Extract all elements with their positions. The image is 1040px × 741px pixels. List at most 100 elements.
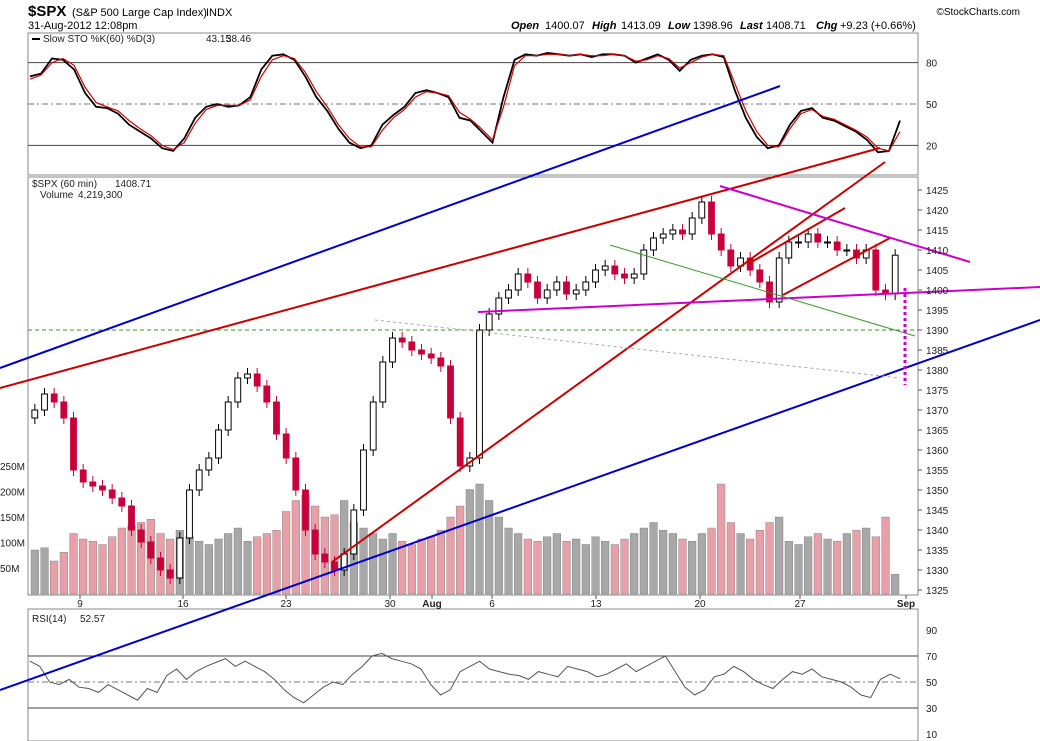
grid-lines bbox=[28, 62, 918, 709]
volume-bar bbox=[378, 538, 387, 595]
rsi-tick-label: 70 bbox=[926, 652, 938, 663]
volume-bar bbox=[185, 536, 194, 595]
candle-body bbox=[524, 273, 532, 283]
volume-bar bbox=[50, 560, 59, 595]
candle-body bbox=[79, 469, 87, 483]
volume-bar bbox=[581, 544, 590, 595]
candle-body bbox=[176, 537, 184, 579]
volume-tick-label: 50M bbox=[0, 564, 19, 575]
price-tick-label: 1420 bbox=[926, 206, 949, 217]
volume-bar bbox=[494, 516, 503, 595]
stoch-tick-label: 50 bbox=[926, 100, 938, 111]
candle-body bbox=[311, 529, 319, 555]
volume-tick-label: 200M bbox=[0, 488, 25, 499]
candle-body bbox=[563, 281, 570, 295]
volume-bar bbox=[765, 522, 774, 595]
candle-body bbox=[456, 417, 464, 467]
candle-body bbox=[785, 241, 793, 259]
volume-bar bbox=[407, 544, 416, 595]
volume-bar bbox=[340, 500, 349, 595]
candle-body bbox=[263, 385, 271, 403]
volume-bar bbox=[465, 489, 474, 595]
volume-bar bbox=[794, 544, 803, 595]
volume-bar bbox=[813, 533, 822, 595]
magenta-support-line bbox=[477, 286, 1040, 313]
rsi-tick-label: 30 bbox=[926, 704, 938, 715]
candle-body bbox=[137, 529, 145, 543]
candle-body bbox=[273, 401, 280, 435]
x-tick-label: 6 bbox=[489, 599, 495, 610]
volume-bar bbox=[852, 530, 861, 595]
gray-dashed-trendline bbox=[374, 319, 901, 379]
candle-body bbox=[253, 373, 261, 387]
x-tick-label: 20 bbox=[694, 599, 706, 610]
volume-bar bbox=[717, 483, 726, 595]
candle-body bbox=[476, 329, 483, 459]
volume-bar bbox=[775, 516, 784, 595]
stochastic-legend: Slow STO %K(60) %D(3) 43.15 38.46 bbox=[32, 34, 251, 45]
price-tick-label: 1360 bbox=[926, 446, 949, 457]
blue-channel-upper bbox=[0, 85, 781, 369]
rsi-tick-label: 10 bbox=[926, 730, 938, 741]
volume-bar bbox=[398, 541, 407, 595]
price-tick-label: 1385 bbox=[926, 346, 949, 357]
volume-bar bbox=[253, 536, 262, 595]
chg-value: +9.23 (+0.66%) bbox=[840, 20, 916, 32]
volume-value: 4,219,300 bbox=[78, 190, 123, 201]
candle-body bbox=[408, 341, 416, 351]
volume-bar bbox=[427, 536, 436, 595]
candle-body bbox=[717, 233, 725, 251]
chg-label: Chg bbox=[816, 20, 838, 32]
volume-bar bbox=[98, 544, 107, 595]
candle-body bbox=[427, 353, 435, 359]
volume-bar bbox=[282, 511, 291, 595]
stoch-tick-label: 80 bbox=[926, 59, 938, 70]
candle-body bbox=[331, 561, 338, 571]
high-value: 1413.09 bbox=[621, 20, 661, 32]
candle-body bbox=[630, 273, 638, 279]
volume-bar bbox=[485, 500, 494, 595]
price-tick-label: 1340 bbox=[926, 526, 949, 537]
volume-bar bbox=[833, 541, 842, 595]
rsi-legend: RSI(14) 52.57 bbox=[32, 614, 105, 625]
volume-bar bbox=[79, 538, 88, 595]
candle-body bbox=[534, 281, 541, 299]
candle-body bbox=[795, 241, 802, 244]
price-tick-label: 1415 bbox=[926, 226, 949, 237]
volume-bar bbox=[456, 505, 465, 595]
rsi-value: 52.57 bbox=[80, 614, 105, 625]
candle-body bbox=[302, 489, 309, 531]
candle-body bbox=[234, 377, 242, 403]
candle-body bbox=[437, 357, 445, 367]
volume-bar bbox=[446, 516, 455, 595]
volume-tick-label: 100M bbox=[0, 539, 25, 550]
volume-bar bbox=[204, 544, 213, 595]
candle-body bbox=[215, 429, 222, 459]
low-value: 1398.96 bbox=[693, 20, 733, 32]
volume-bar bbox=[726, 522, 735, 595]
stoch-d-line bbox=[29, 53, 901, 152]
quote-summary: Open 1400.07 High 1413.09 Low 1398.96 La… bbox=[511, 20, 916, 32]
volume-bar bbox=[243, 541, 252, 595]
red-trendline-short bbox=[747, 207, 846, 265]
volume-bar bbox=[514, 533, 523, 595]
trend-lines bbox=[0, 85, 1040, 691]
volume-bar bbox=[388, 533, 397, 595]
volume-bar bbox=[30, 549, 39, 595]
volume-bar bbox=[272, 530, 281, 595]
volume-bar bbox=[369, 533, 378, 595]
volume-bar bbox=[562, 541, 571, 595]
volume-bar bbox=[233, 527, 242, 595]
volume-bar bbox=[871, 536, 880, 595]
candle-body bbox=[60, 401, 68, 419]
volume-bar bbox=[891, 574, 900, 595]
price-tick-label: 1410 bbox=[926, 246, 949, 257]
candle-body bbox=[543, 289, 551, 299]
candle-body bbox=[582, 281, 590, 291]
volume-bar bbox=[639, 527, 648, 595]
candle-body bbox=[553, 281, 561, 291]
volume-bar bbox=[533, 541, 542, 595]
candle-body bbox=[292, 457, 300, 491]
rsi-tick-label: 90 bbox=[926, 626, 938, 637]
price-tick-label: 1345 bbox=[926, 506, 949, 517]
